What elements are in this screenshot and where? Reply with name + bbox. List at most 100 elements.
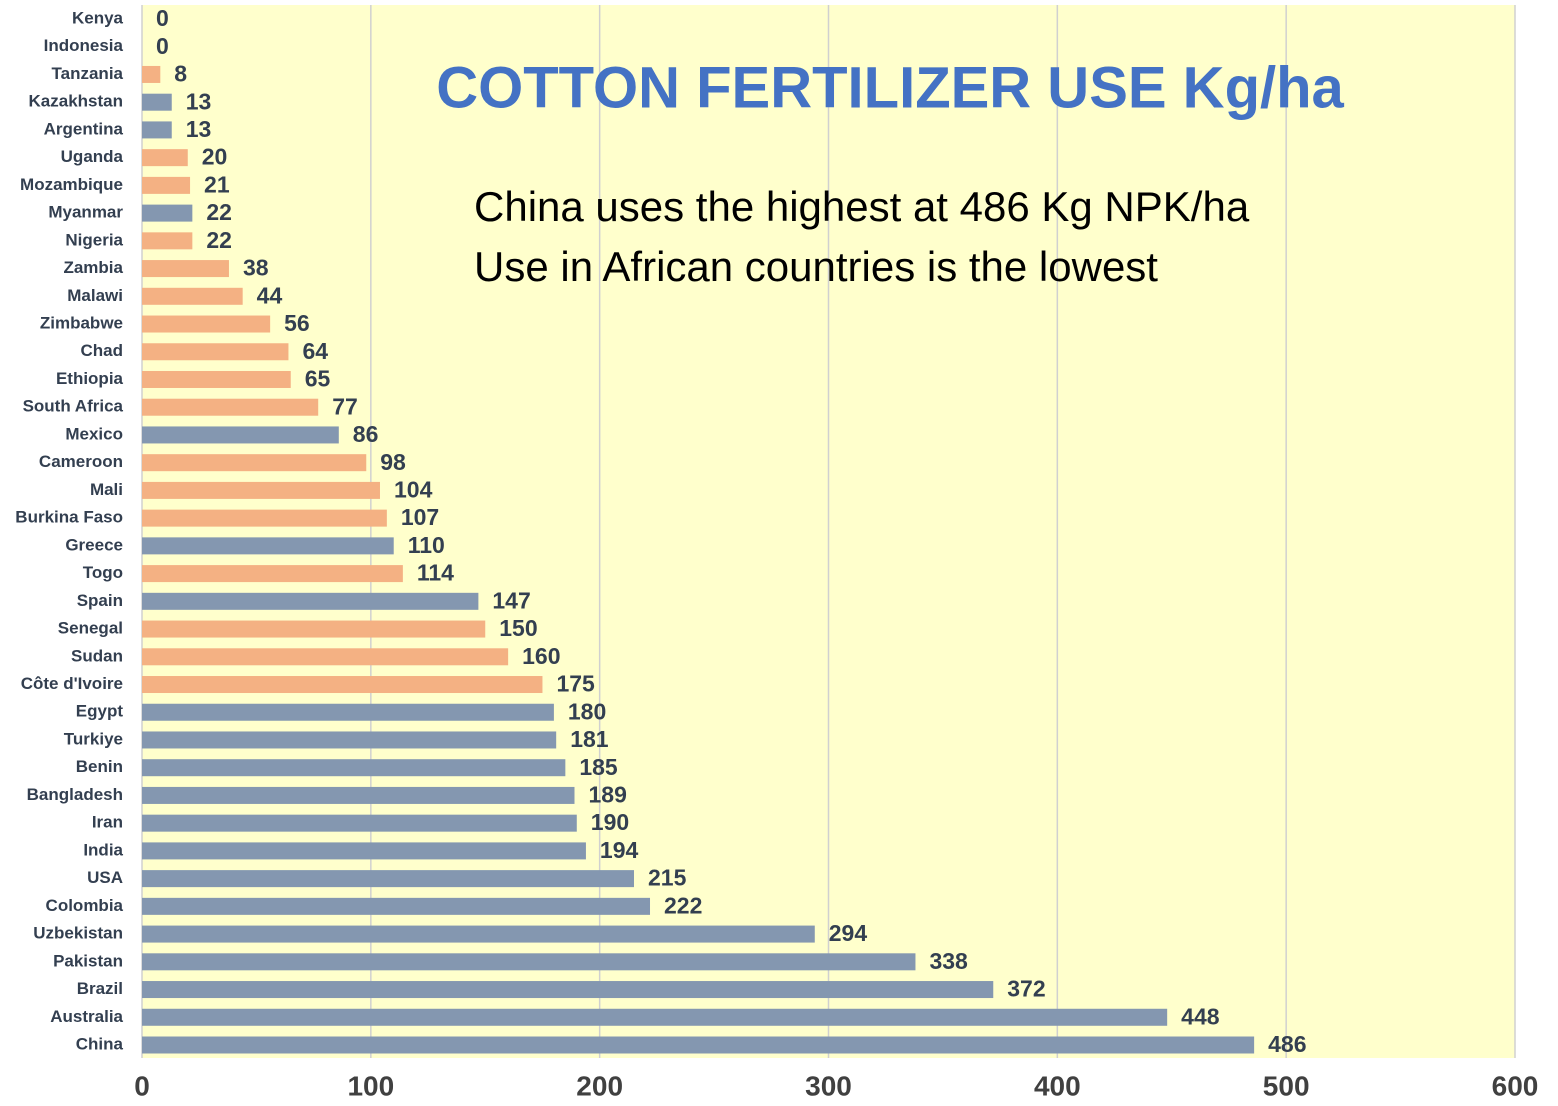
data-label: 22 <box>206 227 232 253</box>
y-tick-label: Mozambique <box>20 175 123 194</box>
data-label: 150 <box>499 615 537 641</box>
bar <box>142 565 403 583</box>
y-tick-label: Uganda <box>61 147 124 166</box>
bar <box>142 1036 1255 1054</box>
x-tick-label: 500 <box>1263 1070 1310 1101</box>
y-tick-label: India <box>83 840 123 859</box>
y-tick-label: Zimbabwe <box>40 314 123 333</box>
bar <box>142 953 916 971</box>
y-tick-label: Ethiopia <box>56 369 124 388</box>
data-label: 194 <box>600 837 639 863</box>
data-label: 222 <box>664 892 702 918</box>
y-tick-label: Malawi <box>67 286 123 305</box>
data-label: 448 <box>1181 1003 1220 1029</box>
bar <box>142 842 586 860</box>
bar <box>142 370 291 388</box>
bar <box>142 260 229 278</box>
data-label: 338 <box>929 948 968 974</box>
x-tick-label: 300 <box>805 1070 852 1101</box>
y-tick-label: Egypt <box>76 702 124 721</box>
y-tick-label: USA <box>87 868 123 887</box>
data-label: 104 <box>394 476 433 502</box>
data-label: 147 <box>492 587 530 613</box>
y-tick-label: Togo <box>83 563 123 582</box>
data-label: 22 <box>206 199 232 225</box>
bar <box>142 426 339 444</box>
bar <box>142 759 566 777</box>
data-label: 180 <box>568 698 606 724</box>
y-tick-label: Chad <box>81 341 124 360</box>
y-tick-label: Benin <box>76 757 123 776</box>
y-tick-label: Kenya <box>72 8 124 27</box>
data-label: 294 <box>829 920 868 946</box>
data-label: 98 <box>380 449 406 475</box>
bar <box>142 398 319 416</box>
y-tick-label: China <box>76 1034 124 1053</box>
x-tick-label: 200 <box>576 1070 623 1101</box>
data-label: 38 <box>243 255 269 281</box>
y-tick-label: Cameroon <box>39 452 123 471</box>
data-label: 0 <box>156 33 169 59</box>
y-tick-label: Indonesia <box>44 36 124 55</box>
bar <box>142 121 172 139</box>
y-tick-label: Colombia <box>46 896 124 915</box>
y-tick-label: Nigeria <box>65 230 123 249</box>
bar <box>142 232 193 250</box>
data-label: 114 <box>417 560 454 586</box>
y-tick-label: Mexico <box>65 424 123 443</box>
y-tick-label: Turkiye <box>64 729 123 748</box>
x-tick-label: 400 <box>1034 1070 1081 1101</box>
y-tick-label: Argentina <box>44 119 124 138</box>
data-label: 107 <box>401 504 439 530</box>
data-label: 20 <box>202 144 228 170</box>
data-label: 190 <box>591 809 629 835</box>
bar <box>142 509 387 527</box>
y-tick-label: Bangladesh <box>27 785 123 804</box>
data-label: 215 <box>648 865 687 891</box>
data-label: 110 <box>408 532 445 558</box>
data-label: 8 <box>174 61 187 87</box>
data-label: 0 <box>156 5 169 31</box>
data-label: 160 <box>522 643 560 669</box>
bar <box>142 454 367 472</box>
data-label: 13 <box>186 116 212 142</box>
y-tick-label: Brazil <box>77 979 123 998</box>
data-label: 372 <box>1007 976 1045 1002</box>
bar <box>142 343 289 361</box>
y-tick-label: Zambia <box>63 258 123 277</box>
y-tick-label: Kazakhstan <box>29 92 123 111</box>
y-tick-label: Côte d'Ivoire <box>21 674 123 693</box>
data-label: 181 <box>570 726 609 752</box>
data-label: 175 <box>556 671 595 697</box>
y-tick-label: Myanmar <box>48 203 123 222</box>
y-tick-label: South Africa <box>23 397 124 416</box>
annotation: Use in African countries is the lowest <box>474 243 1158 290</box>
y-tick-label: Burkina Faso <box>15 508 123 527</box>
y-tick-label: Tanzania <box>52 64 124 83</box>
x-tick-label: 0 <box>134 1070 150 1101</box>
bar <box>142 204 193 222</box>
bar <box>142 731 557 749</box>
bar <box>142 315 271 333</box>
bar <box>142 537 394 555</box>
y-tick-label: Sudan <box>71 646 123 665</box>
bar <box>142 592 479 610</box>
annotation: China uses the highest at 486 Kg NPK/ha <box>474 183 1250 230</box>
y-tick-label: Iran <box>92 813 123 832</box>
bar <box>142 149 188 167</box>
data-label: 65 <box>305 366 331 392</box>
bar <box>142 814 577 832</box>
bar <box>142 981 994 999</box>
marks <box>142 65 1255 1054</box>
bar <box>142 1008 1168 1026</box>
bar <box>142 620 486 638</box>
y-tick-label: Spain <box>77 591 123 610</box>
y-tick-label: Senegal <box>58 619 123 638</box>
y-tick-label: Uzbekistan <box>33 924 123 943</box>
data-label: 185 <box>579 754 618 780</box>
x-tick-label: 600 <box>1492 1070 1539 1101</box>
bar <box>142 481 380 499</box>
data-label: 486 <box>1268 1031 1306 1057</box>
bar <box>142 93 172 111</box>
